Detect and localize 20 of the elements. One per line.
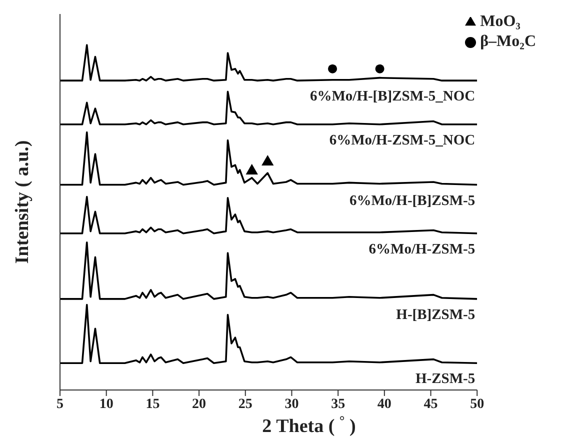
y-axis-title: Intensity ( a.u.) (12, 140, 33, 264)
x-tick-label: 15 (146, 396, 160, 412)
series-label: 6%Mo/H-ZSM-5 (368, 241, 476, 258)
x-tick-label: 45 (424, 396, 438, 412)
x-tick-label: 25 (238, 396, 252, 412)
series-label: H-ZSM-5 (416, 371, 476, 388)
series-label: H-[B]ZSM-5 (396, 306, 476, 323)
x-axis-title: 2 Theta ( $^{°}$ ) (262, 412, 356, 437)
series-label: 6%Mo/H-[B]ZSM-5 (349, 192, 476, 209)
series-label: 6%Mo/H-[B]ZSM-5_NOC (310, 88, 476, 105)
x-tick-label: 10 (99, 396, 114, 412)
x-tick-label: 50 (470, 396, 484, 412)
legend-label: MoO₃ (480, 13, 520, 30)
legend-label: β–Mo₂C (480, 33, 536, 50)
x-tick-label: 35 (331, 396, 346, 412)
series-label: 6%Mo/H-ZSM-5_NOC (329, 132, 476, 148)
x-tick-label: 40 (377, 396, 392, 412)
x-tick-label: 20 (192, 396, 206, 412)
x-tick-label: 5 (56, 396, 64, 412)
x-tick-label: 30 (284, 396, 299, 412)
